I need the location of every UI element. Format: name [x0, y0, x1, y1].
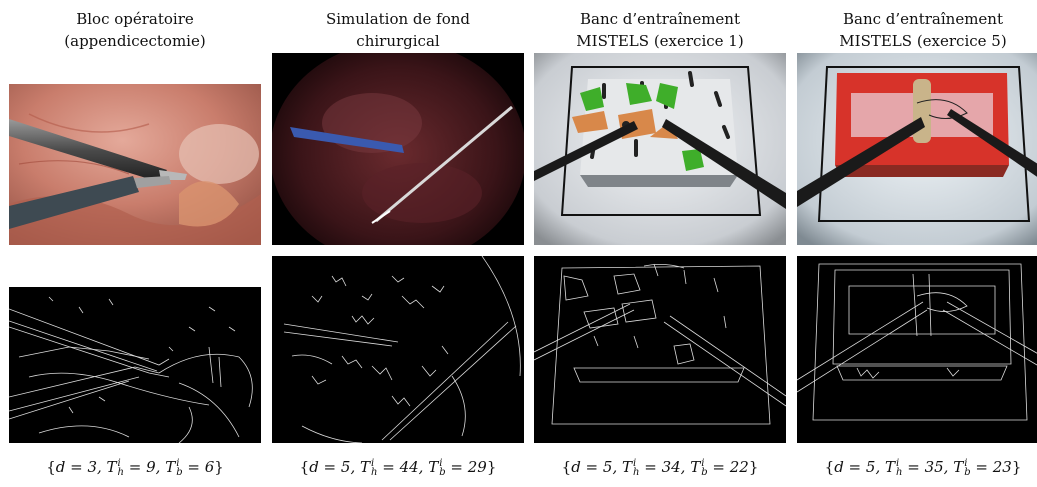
column-title-4: Banc d’entraînement MISTELS (exercice 5) — [797, 8, 1037, 52]
param-tb: 23 — [992, 458, 1012, 476]
param-tb: 29 — [467, 458, 487, 476]
column-title-3-line-1: Banc d’entraînement — [580, 10, 740, 28]
param-d: 5 — [865, 458, 876, 476]
param-d: 5 — [340, 458, 351, 476]
peg-transfer-scene-icon — [534, 53, 786, 245]
simulation-scene-icon — [272, 53, 524, 245]
column-title-2: Simulation de fond chirurgical — [272, 8, 524, 52]
param-d: 3 — [87, 458, 97, 476]
edge-map-icon — [283, 256, 521, 443]
edge-map-icon — [9, 296, 253, 443]
edge-map-simulation — [272, 256, 524, 443]
column-title-4-line-2: MISTELS (exercice 5) — [839, 32, 1007, 50]
edge-map-mistels-exercise-1 — [534, 256, 786, 443]
param-tb: 22 — [729, 458, 749, 476]
edge-map-operating-room — [9, 287, 261, 443]
photo-mistels-exercise-5 — [797, 53, 1037, 245]
edge-map-icon — [797, 263, 1037, 421]
column-title-1-line-2: (appendicectomie) — [64, 32, 206, 50]
column-title-4-line-1: Banc d’entraînement — [843, 10, 1003, 28]
param-th: 44 — [399, 458, 419, 476]
param-tb: 6 — [204, 458, 215, 476]
edge-map-mistels-exercise-5 — [797, 256, 1037, 443]
param-th: 34 — [661, 458, 681, 476]
photo-mistels-exercise-1 — [534, 53, 786, 245]
column-title-3-line-2: MISTELS (exercice 1) — [576, 32, 744, 50]
suturing-scene-icon — [797, 53, 1037, 245]
column-title-2-line-2: chirurgical — [356, 32, 440, 50]
column-title-3: Banc d’entraînement MISTELS (exercice 1) — [534, 8, 786, 52]
param-th: 35 — [924, 458, 944, 476]
column-title-1: Bloc opératoire (appendicectomie) — [9, 8, 261, 52]
edge-map-icon — [534, 263, 786, 425]
column-title-1-line-1: Bloc opératoire — [76, 10, 194, 28]
photo-operating-room — [9, 84, 261, 245]
param-d: 5 — [602, 458, 613, 476]
param-th: 9 — [146, 458, 156, 476]
photo-simulation — [272, 53, 524, 245]
surgical-scene-icon — [9, 84, 261, 245]
column-title-2-line-1: Simulation de fond — [325, 10, 471, 28]
